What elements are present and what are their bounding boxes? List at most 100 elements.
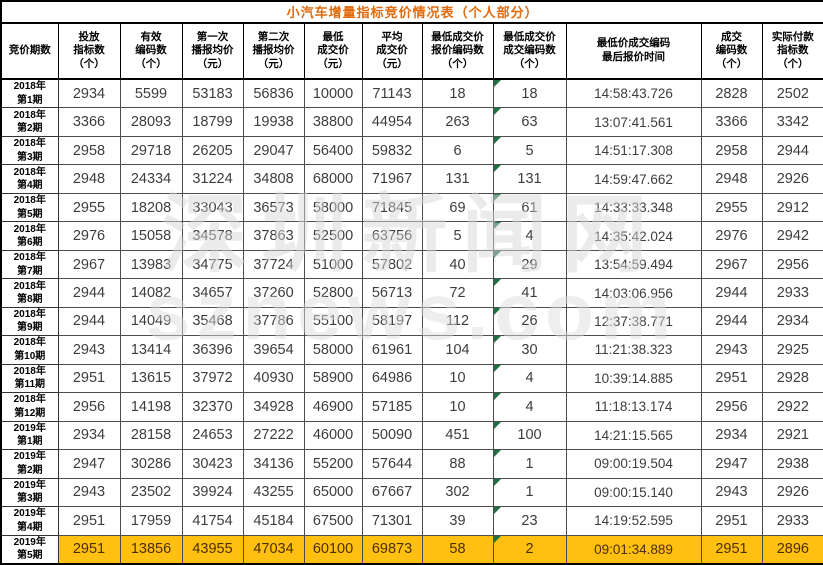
cell-value: 2938 [761,449,823,479]
cell-value: 10:39:14.885 [565,363,702,394]
col-header-2: 投放 指标数 （个） [57,22,121,80]
cell-value: 30423 [181,449,244,479]
table-row: 2018年 第3期 2958 29718 26205 29047 56400 59832 6 5… [0,135,823,166]
cell-value: 5 [421,221,494,251]
cell-period: 2018年 第10期 [0,335,59,365]
cell-period: 2018年 第11期 [0,363,59,394]
cell-value: 2951 [57,506,121,536]
cell-period: 2019年 第5期 [0,534,59,565]
cell-value: 59832 [361,135,423,166]
cell-period: 2018年 第6期 [0,221,59,251]
col-header-period: 竞价期数 [0,22,59,80]
cell-value: 100 [492,420,567,451]
cell-value: 14:58:43.726 [565,78,702,109]
cell-value: 13615 [119,363,183,394]
header-row: 竞价期数 投放 指标数 （个） 有效 编码数 （个） 第一次 播报均价 （元） 第二次… [0,22,823,80]
cell-value: 14:59:47.662 [565,164,702,194]
cell-value: 27222 [242,420,305,451]
cell-value: 34775 [181,249,244,280]
cell-value: 46000 [303,420,363,451]
cell-value: 104 [421,335,494,365]
cell-value: 55200 [303,449,363,479]
cell-value: 5 [492,135,567,166]
cell-value: 4 [492,363,567,394]
cell-value: 1 [492,449,567,479]
table-row: 2019年 第2期 2947 30286 30423 34136 55200 57644 88… [0,449,823,479]
cell-value: 10 [421,392,494,422]
cell-value: 2958 [700,135,763,166]
cell-value: 37260 [242,278,305,308]
col-header-11: 成交 编码数 （个） [700,22,763,80]
cell-value: 2926 [761,477,823,508]
cell-value: 1 [492,477,567,508]
cell-value: 47034 [242,534,305,565]
cell-value: 52500 [303,221,363,251]
cell-value: 71967 [361,164,423,194]
cell-value: 13:07:41.561 [565,107,702,137]
cell-value: 2926 [761,164,823,194]
col-header-5: 第二次 播报均价 （元） [242,22,305,80]
table-row: 2018年 第4期 2948 24334 31224 34808 68000 71967 13… [0,164,823,194]
cell-value: 29718 [119,135,183,166]
cell-value: 71301 [361,506,423,536]
table-row: 2018年 第7期 2967 13983 34775 37724 51000 57802 40… [0,249,823,280]
cell-value: 56713 [361,278,423,308]
cell-value: 30 [492,335,567,365]
table-row: 2018年 第8期 2944 14082 34657 37260 52800 56713 72… [0,278,823,308]
cell-value: 131 [492,164,567,194]
cell-value: 13856 [119,534,183,565]
cell-value: 41 [492,278,567,308]
cell-value: 2944 [700,306,763,337]
cell-value: 2944 [57,306,121,337]
cell-value: 61961 [361,335,423,365]
cell-value: 60100 [303,534,363,565]
cell-value: 32370 [181,392,244,422]
cell-period: 2018年 第12期 [0,392,59,422]
cell-value: 2943 [57,335,121,365]
cell-value: 5599 [119,78,183,109]
cell-value: 2951 [57,534,121,565]
cell-value: 2 [492,534,567,565]
cell-value: 09:00:19.504 [565,449,702,479]
page-title: 小汽车增量指标竞价情况表（个人部分） [286,5,539,20]
cell-value: 34578 [181,221,244,251]
cell-value: 451 [421,420,494,451]
cell-value: 2947 [700,449,763,479]
cell-value: 37863 [242,221,305,251]
cell-value: 13414 [119,335,183,365]
cell-value: 26 [492,306,567,337]
cell-period: 2018年 第9期 [0,306,59,337]
cell-value: 58000 [303,335,363,365]
cell-value: 3366 [57,107,121,137]
cell-value: 14198 [119,392,183,422]
cell-value: 2934 [761,306,823,337]
cell-value: 64986 [361,363,423,394]
cell-value: 2956 [761,249,823,280]
cell-value: 24334 [119,164,183,194]
table-row: 2018年 第5期 2955 18208 33043 36573 58000 71845 69… [0,192,823,223]
cell-value: 51000 [303,249,363,280]
cell-value: 50090 [361,420,423,451]
cell-value: 2955 [57,192,121,223]
cell-value: 65000 [303,477,363,508]
cell-value: 2951 [700,506,763,536]
cell-value: 14:33:33.348 [565,192,702,223]
cell-value: 2951 [57,363,121,394]
cell-value: 2896 [761,534,823,565]
cell-value: 11:21:38.323 [565,335,702,365]
cell-value: 39924 [181,477,244,508]
cell-value: 34136 [242,449,305,479]
cell-value: 72 [421,278,494,308]
cell-value: 34657 [181,278,244,308]
cell-value: 2925 [761,335,823,365]
cell-period: 2019年 第4期 [0,506,59,536]
cell-value: 63 [492,107,567,137]
cell-value: 2956 [57,392,121,422]
cell-value: 2944 [57,278,121,308]
cell-period: 2018年 第4期 [0,164,59,194]
cell-value: 3342 [761,107,823,137]
cell-value: 28158 [119,420,183,451]
cell-value: 71845 [361,192,423,223]
cell-value: 2943 [57,477,121,508]
